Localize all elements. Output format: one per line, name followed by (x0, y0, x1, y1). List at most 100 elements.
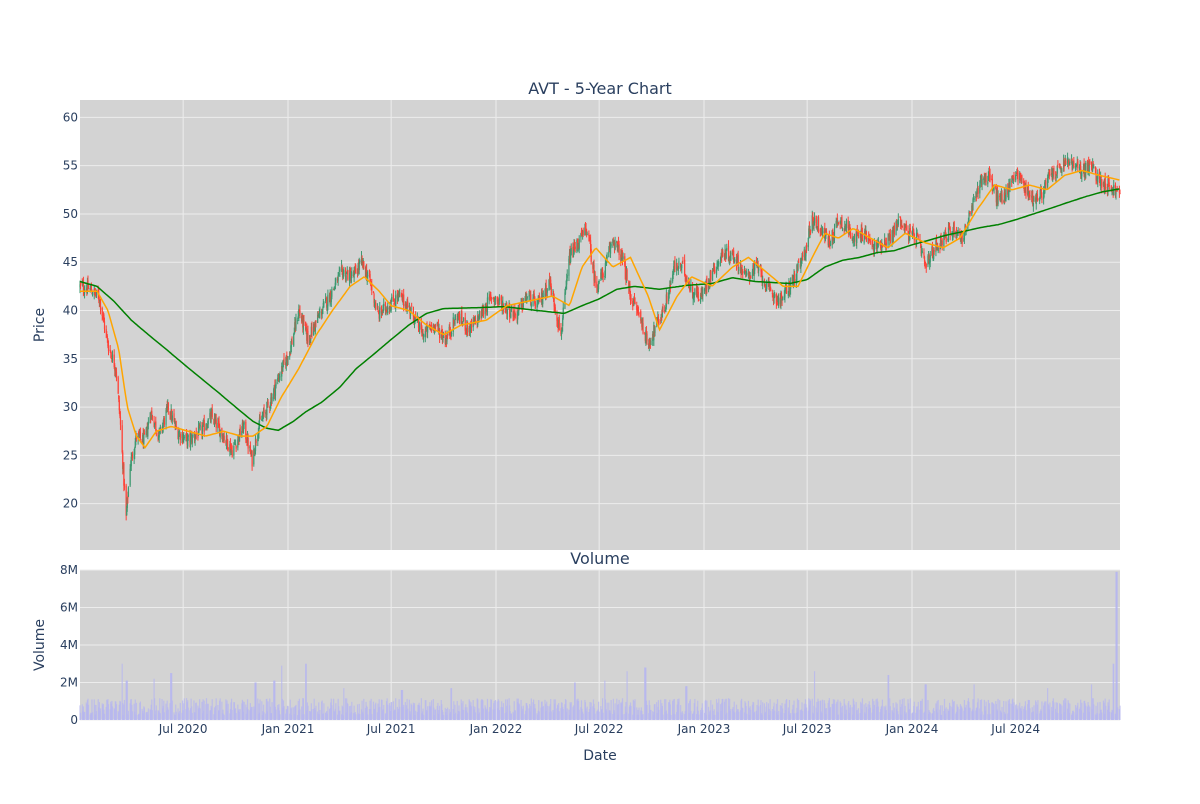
candle-body (1048, 170, 1050, 176)
volume-bar (1081, 702, 1083, 720)
volume-bar (342, 706, 344, 720)
volume-x-tick-label: Jul 2022 (574, 722, 624, 736)
candle-body (217, 422, 219, 429)
candle-body (1081, 172, 1083, 177)
candle-body (339, 268, 341, 272)
volume-bar (474, 712, 477, 720)
candle-body (640, 311, 642, 321)
candle-body (1020, 175, 1022, 181)
candle-body (624, 265, 626, 280)
candle-body (801, 255, 804, 258)
volume-bar (646, 704, 648, 720)
candle-body (727, 245, 730, 261)
volume-y-tick-labels: 0 2M 4M 6M 8M (60, 563, 78, 727)
candle-body (853, 233, 856, 242)
candle-body (554, 304, 556, 310)
volume-bar (1001, 706, 1003, 720)
candle-body (450, 333, 453, 335)
candle-body (446, 334, 449, 337)
candle-body (546, 289, 548, 293)
candle-body (778, 297, 780, 307)
volume-bar (274, 680, 276, 720)
candle-body (756, 265, 758, 267)
volume-bar (348, 706, 351, 720)
volume-bar (833, 699, 836, 720)
candle-body (726, 247, 728, 251)
volume-bar (466, 712, 469, 720)
volume-bar (1089, 706, 1091, 720)
candle-body (1092, 163, 1094, 171)
volume-bar (319, 709, 321, 720)
candle-body (143, 433, 145, 435)
candle-body (780, 293, 782, 304)
candle-body (1060, 168, 1062, 170)
volume-bar (558, 711, 560, 720)
volume-bar (848, 701, 850, 720)
candle-body (1047, 175, 1049, 178)
candle-body (514, 314, 516, 316)
candle-body (553, 295, 555, 307)
candle-body (517, 309, 519, 314)
candle-body (621, 251, 623, 257)
volume-bar (786, 699, 788, 720)
candle-body (873, 243, 875, 253)
volume-bar (861, 698, 864, 720)
volume-bar (235, 713, 237, 720)
candle-body (981, 178, 983, 185)
volume-bar (301, 706, 303, 720)
candle-body (169, 411, 171, 415)
candle-body (406, 303, 408, 312)
candle-body (384, 302, 387, 311)
volume-bar (1049, 702, 1051, 720)
volume-bar (431, 700, 433, 720)
volume-bar (522, 705, 524, 720)
candle-body (211, 409, 213, 418)
candle-body (642, 322, 644, 334)
volume-bar (738, 711, 740, 720)
volume-bar (788, 699, 791, 720)
volume-bar (1045, 701, 1047, 720)
candle-body (588, 233, 590, 236)
volume-y-tick-label: 6M (60, 601, 78, 615)
candle-body (101, 307, 103, 316)
volume-bar (953, 701, 955, 720)
candle-body (536, 303, 538, 308)
candle-body (474, 317, 477, 322)
candle-body (500, 297, 502, 301)
candle-body (446, 335, 448, 342)
candle-body (796, 265, 798, 281)
candle-body (355, 268, 357, 274)
volume-bar (321, 700, 323, 720)
volume-bar (221, 701, 223, 720)
candle-body (650, 341, 652, 346)
candle-body (254, 450, 256, 455)
candle-body (151, 411, 153, 414)
candle-body (1025, 180, 1027, 195)
candle-body (249, 445, 251, 455)
candle-body (234, 443, 237, 446)
candle-body (376, 308, 379, 310)
candle-body (632, 304, 634, 306)
candle-body (1036, 194, 1038, 200)
candle-body (598, 280, 600, 283)
volume-bar (851, 707, 853, 720)
candle-body (521, 298, 523, 310)
candle-body (537, 302, 539, 306)
candle-body (454, 317, 456, 325)
volume-bar (590, 702, 592, 720)
volume-bar (1101, 712, 1103, 720)
candle-body (550, 279, 552, 287)
candle-body (194, 437, 196, 441)
candle-body (582, 230, 584, 235)
candle-body (126, 497, 128, 509)
candle-body (381, 312, 383, 316)
volume-bar (79, 712, 82, 720)
volume-bar (159, 698, 161, 720)
candle-body (596, 281, 598, 288)
volume-bar (259, 699, 261, 720)
candle-body (662, 307, 664, 313)
candle-body (442, 336, 445, 338)
candle-body (634, 301, 636, 304)
candle-body (658, 321, 660, 323)
volume-bar (133, 703, 135, 720)
